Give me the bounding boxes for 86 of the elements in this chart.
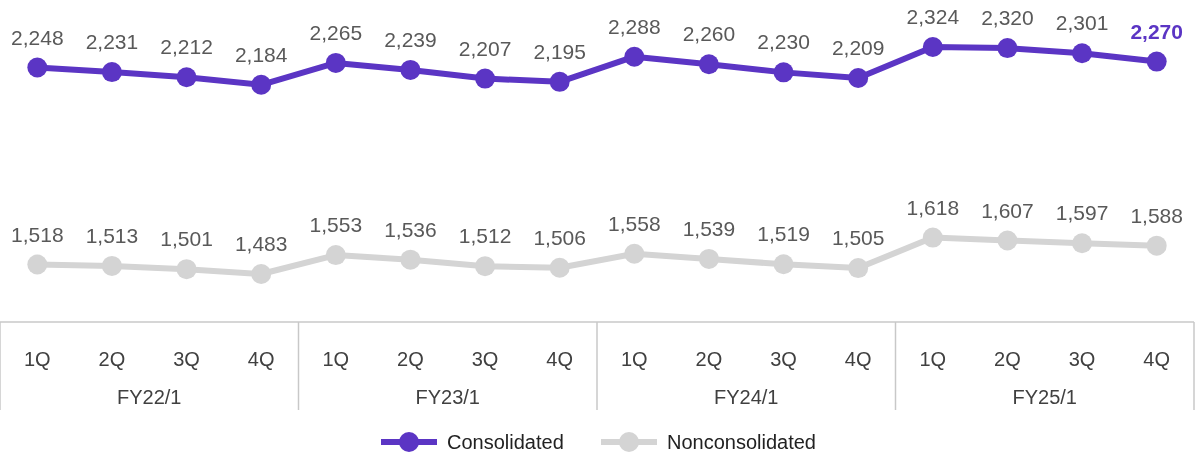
point [325, 245, 346, 266]
data-label: 1,519 [757, 222, 810, 246]
point [922, 227, 943, 248]
x-tick-label: 3Q [471, 348, 499, 370]
point [1146, 51, 1167, 72]
x-tick-label: 4Q [247, 348, 275, 370]
x-tick-label: 4Q [546, 348, 574, 370]
x-tick-label: 1Q [620, 348, 648, 370]
data-label: 1,588 [1130, 203, 1183, 227]
point [848, 258, 869, 279]
point [624, 243, 645, 264]
data-label: 2,209 [831, 36, 885, 60]
data-label: 1,483 [234, 232, 288, 255]
text: FY25/1 [1012, 386, 1077, 408]
data-label: 1,539 [682, 216, 736, 240]
data-label: 1,597 [1055, 201, 1109, 225]
data-label: 2,230 [757, 30, 810, 54]
data-label: 1,506 [533, 225, 586, 249]
data-label: 1,501 [160, 227, 213, 251]
point [27, 254, 48, 275]
point [1146, 235, 1167, 256]
text: FY22/1 [117, 386, 182, 408]
text: FY23/1 [415, 386, 480, 408]
point [848, 68, 869, 89]
point [325, 52, 346, 73]
point [400, 249, 421, 270]
data-label: 1,505 [831, 226, 885, 250]
point [698, 248, 719, 269]
x-tick-label: 2Q [695, 348, 723, 370]
point [400, 59, 421, 80]
x-tick-label: 1Q [322, 348, 350, 370]
data-label: 2,212 [160, 35, 213, 59]
x-tick-label: 3Q [770, 348, 797, 370]
data-label: 2,320 [981, 6, 1034, 30]
data-label: 2,231 [85, 30, 139, 54]
data-label: 2,270 [1130, 19, 1183, 43]
data-label: 2,248 [11, 25, 64, 49]
x-tick-label: 4Q [1143, 348, 1171, 370]
x-tick-label: 1Q [919, 348, 947, 370]
x-tick-label: 2Q [994, 348, 1021, 370]
data-label: 2,239 [384, 27, 437, 51]
point [922, 37, 943, 57]
data-label: 2,184 [234, 42, 288, 66]
point [1072, 233, 1093, 254]
data-label: 2,288 [608, 14, 661, 38]
point [101, 62, 122, 83]
point [1072, 43, 1093, 64]
data-label: 2,260 [682, 22, 736, 46]
data-label: 1,536 [384, 217, 437, 241]
point [475, 256, 496, 277]
data-label: 1,513 [85, 223, 139, 247]
data-label: 2,301 [1055, 11, 1109, 35]
legend-label: Nonconsolidated [667, 431, 816, 453]
point [997, 38, 1018, 59]
x-tick-label: 3Q [1068, 348, 1096, 370]
point [176, 259, 197, 280]
legend-label: Consolidated [447, 431, 564, 453]
point [773, 254, 794, 275]
point [624, 46, 645, 67]
point [773, 62, 794, 83]
point [997, 230, 1018, 251]
data-label: 1,553 [309, 213, 363, 237]
point [27, 57, 48, 78]
point [549, 71, 570, 92]
data-label: 1,512 [458, 224, 512, 248]
x-tick-label: 1Q [23, 348, 51, 370]
data-label: 2,265 [309, 20, 363, 44]
point [549, 257, 570, 278]
point [698, 54, 719, 75]
point [251, 74, 272, 95]
x-tick-label: 2Q [98, 348, 126, 370]
data-label: 1,607 [981, 198, 1034, 222]
x-tick-label: 3Q [173, 348, 200, 370]
point [475, 68, 496, 89]
data-label: 1,618 [906, 195, 960, 219]
data-label: 1,558 [608, 211, 661, 235]
x-tick-label: 4Q [844, 348, 872, 370]
text: FY24/1 [714, 386, 779, 408]
x-tick-label: 2Q [397, 348, 424, 370]
point [251, 264, 272, 284]
data-label: 2,195 [533, 39, 586, 63]
data-label: 1,518 [11, 222, 64, 246]
data-label: 2,207 [458, 36, 512, 60]
point [101, 255, 122, 276]
point [176, 67, 197, 88]
data-label: 2,324 [906, 5, 960, 28]
